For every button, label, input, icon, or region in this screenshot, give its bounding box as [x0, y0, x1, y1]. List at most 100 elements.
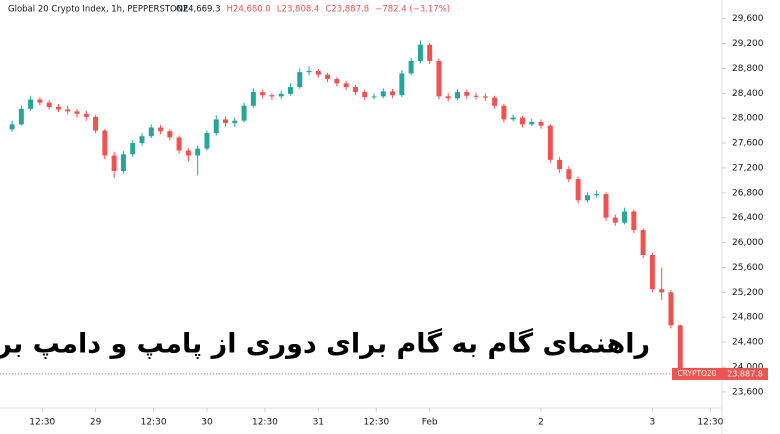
- symbol-label-bg: [672, 367, 722, 380]
- candle-body: [371, 96, 377, 98]
- x-tick-label: Feb: [422, 418, 438, 428]
- x-tick-label: 12:30: [29, 418, 55, 428]
- y-tick-label: 24,000: [732, 362, 764, 372]
- candle-body: [445, 96, 451, 99]
- candle-body: [120, 154, 126, 172]
- x-tick-label: 30: [201, 418, 213, 428]
- y-tick-label: 27,600: [732, 139, 764, 149]
- candle-body: [649, 255, 655, 290]
- candle-body: [380, 91, 386, 97]
- candle-body: [315, 70, 321, 75]
- candle-body: [501, 105, 507, 120]
- candle-body: [677, 325, 683, 374]
- candle-body: [102, 130, 108, 156]
- candle-body: [427, 44, 433, 61]
- ohlc-value: H24,680.0: [227, 5, 271, 15]
- ohlc-legend: O24,669.3 H24,680.0 L23,808.4 C23,887.8 −782…: [176, 5, 450, 15]
- candle-body: [167, 131, 173, 138]
- ohlc-value: C23,887.8: [325, 5, 369, 15]
- y-tick-label: 26,000: [732, 238, 764, 248]
- candle-body: [195, 148, 201, 156]
- candle-body: [93, 116, 99, 131]
- candle-body: [603, 194, 609, 218]
- candle-body: [28, 99, 34, 109]
- candle-body: [575, 179, 581, 201]
- candle-body: [510, 117, 516, 120]
- candle-body: [547, 125, 553, 160]
- candle-body: [139, 136, 145, 144]
- candle-body: [278, 93, 284, 97]
- ohlc-value: O24,669.3: [176, 5, 221, 15]
- last-price-label: 23,887.8: [727, 369, 763, 378]
- candle-body: [55, 106, 61, 110]
- candle-body: [519, 117, 525, 125]
- candle-body: [612, 217, 618, 223]
- ohlc-value: L23,808.4: [277, 5, 320, 15]
- candle-body: [482, 96, 488, 98]
- candle-body: [83, 113, 89, 117]
- chart-title: Global 20 Crypto Index, 1h, PEPPERSTONE: [8, 5, 188, 15]
- x-tick-label: 12:30: [363, 418, 389, 428]
- plot-area: [9, 40, 683, 379]
- candle-body: [232, 120, 238, 124]
- candle-body: [390, 91, 396, 96]
- candle-body: [65, 109, 71, 112]
- candle-body: [287, 87, 293, 94]
- candle-body: [631, 211, 637, 231]
- candle-body: [584, 195, 590, 201]
- y-tick-label: 23,600: [732, 387, 764, 397]
- x-tick-label: 12:30: [697, 418, 723, 428]
- candle-body: [529, 121, 535, 125]
- y-tick-label: 24,400: [732, 338, 764, 348]
- candle-body: [473, 95, 479, 97]
- candle-body: [260, 92, 266, 96]
- candle-body: [455, 92, 461, 99]
- candle-body: [668, 292, 674, 326]
- candle-body: [399, 73, 405, 96]
- x-tick-label: 12:30: [252, 418, 278, 428]
- candle-body: [566, 169, 572, 180]
- candle-body: [185, 150, 191, 156]
- x-tick-label: 3: [650, 418, 656, 428]
- candle-body: [9, 124, 15, 130]
- y-tick-label: 25,200: [732, 288, 764, 298]
- candle-body: [130, 143, 136, 155]
- candle-body: [343, 83, 349, 88]
- candle-body: [306, 70, 312, 73]
- candle-body: [417, 44, 423, 61]
- annotation: راهنمای گام به گام برای دوری از پامپ و د…: [0, 328, 650, 360]
- x-tick-label: 31: [313, 418, 324, 428]
- x-tick-label: 29: [90, 418, 102, 428]
- y-tick-label: 28,800: [732, 64, 764, 74]
- candle-body: [223, 119, 229, 124]
- candle-body: [352, 87, 358, 93]
- candle-body: [37, 99, 43, 103]
- last-price-bg: [722, 367, 768, 380]
- candle-body: [18, 108, 24, 125]
- y-tick-label: 28,400: [732, 89, 764, 99]
- candle-body: [325, 74, 331, 79]
- y-tick-label: 25,600: [732, 263, 764, 273]
- candle-body: [436, 60, 442, 97]
- candle-body: [622, 211, 628, 223]
- y-tick-label: 28,000: [732, 114, 764, 124]
- x-tick-label: 2: [538, 418, 544, 428]
- y-tick-label: 27,200: [732, 163, 764, 173]
- candle-body: [213, 119, 219, 134]
- candle-body: [241, 105, 247, 121]
- candle-body: [464, 92, 470, 96]
- y-tick-label: 29,600: [732, 14, 764, 24]
- y-tick-label: 29,200: [732, 39, 764, 49]
- candle-body: [538, 121, 544, 126]
- candle-body: [111, 155, 117, 172]
- candle-body: [250, 92, 256, 106]
- candle-body: [269, 95, 275, 97]
- candle-body: [297, 72, 303, 88]
- candle-body: [557, 159, 563, 170]
- y-tick-label: 24,800: [732, 313, 764, 323]
- candle-body: [334, 78, 340, 84]
- candle-body: [408, 60, 414, 74]
- candle-body: [74, 111, 80, 114]
- candle-body: [46, 102, 52, 107]
